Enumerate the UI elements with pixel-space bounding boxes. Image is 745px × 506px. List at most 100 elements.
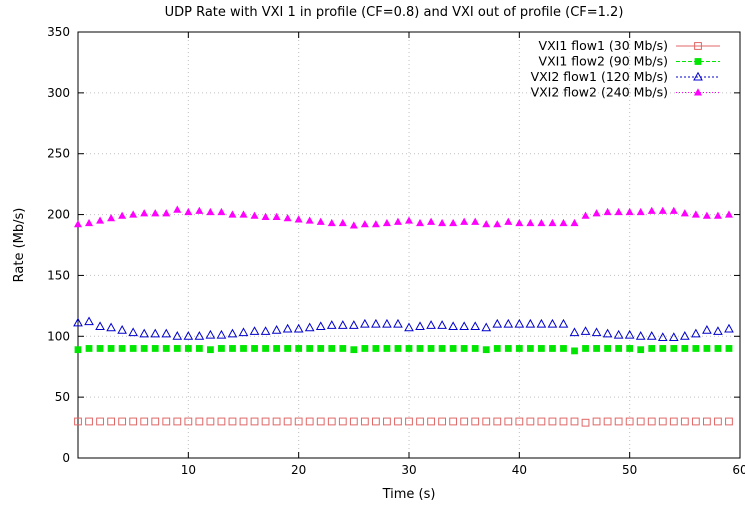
data-point xyxy=(603,417,612,426)
data-point xyxy=(427,417,435,426)
data-point xyxy=(569,327,580,337)
legend-label: VXI2 flow1 (120 Mb/s) xyxy=(531,69,668,84)
data-point xyxy=(725,417,733,426)
data-point xyxy=(227,328,238,338)
data-point xyxy=(195,345,203,352)
data-point xyxy=(493,345,501,352)
data-point xyxy=(603,207,612,216)
data-point xyxy=(371,318,381,328)
data-point xyxy=(118,417,127,426)
data-point xyxy=(691,210,700,218)
data-point xyxy=(714,345,722,352)
data-point xyxy=(625,417,634,426)
data-point xyxy=(195,206,204,214)
x-tick-label: 50 xyxy=(622,463,637,477)
data-point xyxy=(626,345,634,352)
data-point xyxy=(393,217,402,225)
chart-title: UDP Rate with VXI 1 in profile (CF=0.8) … xyxy=(165,5,624,20)
data-point xyxy=(680,209,689,217)
data-point xyxy=(140,345,148,352)
legend-marker xyxy=(693,71,703,81)
data-point xyxy=(273,345,280,352)
data-point xyxy=(481,322,492,332)
data-point xyxy=(348,320,359,329)
data-point xyxy=(382,218,391,227)
data-point xyxy=(669,417,678,426)
data-point xyxy=(714,417,722,426)
data-point xyxy=(261,212,270,221)
x-axis-label: Time (s) xyxy=(382,487,436,502)
data-point xyxy=(238,327,249,337)
data-point xyxy=(150,328,161,338)
data-point xyxy=(361,345,369,352)
y-tick-label: 350 xyxy=(47,25,70,39)
data-point xyxy=(305,417,314,426)
data-point xyxy=(162,417,171,426)
data-point xyxy=(460,417,469,426)
series-2 xyxy=(74,345,733,355)
data-point xyxy=(262,345,269,352)
data-point xyxy=(681,345,689,352)
data-point xyxy=(438,345,446,352)
data-point xyxy=(493,417,502,426)
data-point xyxy=(261,417,270,426)
data-point xyxy=(283,214,292,222)
data-point xyxy=(405,216,413,224)
data-point xyxy=(624,329,635,339)
data-point xyxy=(416,218,425,227)
x-tick-label: 60 xyxy=(732,463,745,477)
data-point xyxy=(118,211,127,219)
data-point xyxy=(239,417,248,426)
data-point xyxy=(449,218,458,227)
data-point xyxy=(437,320,447,329)
data-point xyxy=(580,326,591,335)
data-point xyxy=(228,210,237,218)
data-point xyxy=(272,417,281,426)
data-point xyxy=(206,417,215,426)
data-point xyxy=(194,331,205,340)
data-point xyxy=(317,345,325,352)
data-point xyxy=(239,210,248,218)
data-point xyxy=(548,218,557,227)
data-point xyxy=(713,326,723,335)
data-point xyxy=(162,209,171,217)
x-tick-label: 30 xyxy=(401,463,416,477)
legend-entry: VXI2 flow2 (240 Mb/s) xyxy=(531,85,720,100)
data-point xyxy=(294,417,303,426)
data-point xyxy=(614,207,623,216)
data-point xyxy=(128,327,139,337)
data-point xyxy=(536,318,547,328)
data-point xyxy=(635,331,646,340)
y-tick-label: 0 xyxy=(62,451,70,465)
data-point xyxy=(184,345,192,352)
data-point xyxy=(271,324,282,334)
data-point xyxy=(349,221,358,229)
data-point xyxy=(293,323,304,333)
data-point xyxy=(526,345,534,352)
data-point xyxy=(459,321,470,331)
y-tick-label: 200 xyxy=(47,208,70,222)
legend-marker xyxy=(694,58,702,65)
data-point xyxy=(383,345,391,352)
data-point xyxy=(74,220,82,228)
data-point xyxy=(426,320,436,329)
data-point xyxy=(205,329,216,339)
data-point xyxy=(327,417,336,426)
data-point xyxy=(260,326,271,335)
data-point xyxy=(107,417,115,426)
data-point xyxy=(294,215,303,223)
data-point xyxy=(713,211,722,219)
data-point xyxy=(416,345,424,352)
data-point xyxy=(360,318,370,328)
data-point xyxy=(306,345,314,352)
data-point xyxy=(724,323,734,333)
data-point xyxy=(107,214,116,222)
data-point xyxy=(251,345,258,352)
data-point xyxy=(393,318,403,328)
data-point xyxy=(460,217,469,225)
data-point xyxy=(449,417,458,426)
data-point xyxy=(515,218,524,227)
data-point xyxy=(646,331,657,340)
data-point xyxy=(229,345,236,352)
